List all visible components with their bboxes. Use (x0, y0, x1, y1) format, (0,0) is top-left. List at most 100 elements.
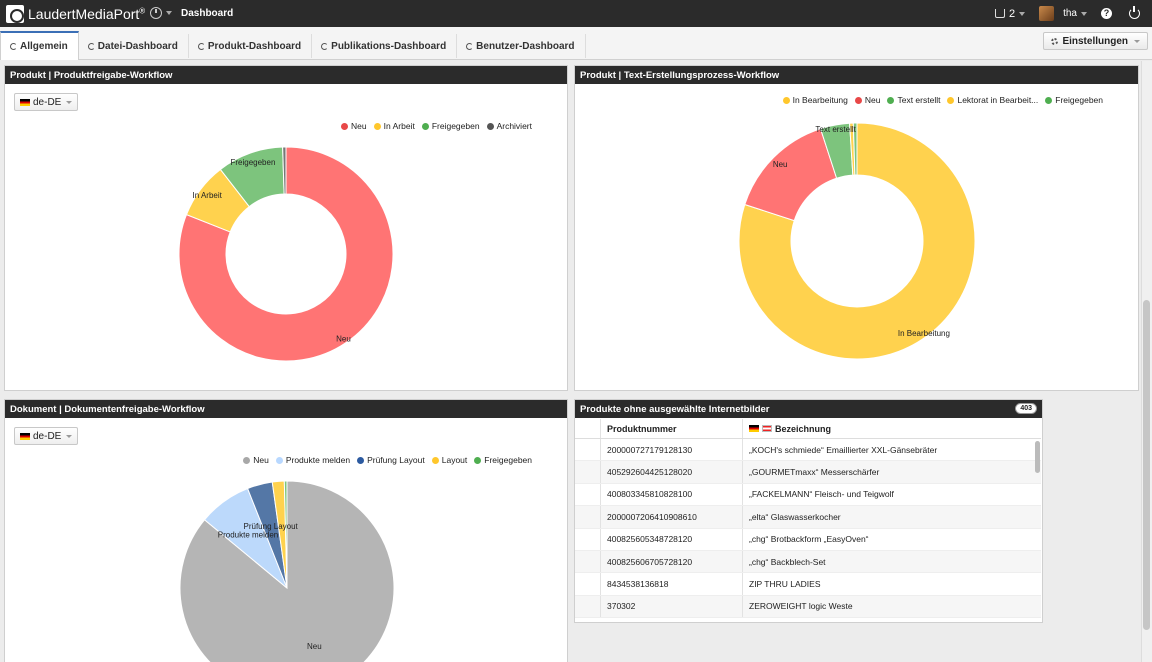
flag-de-icon (20, 432, 30, 440)
legend-item[interactable]: Archiviert (486, 121, 532, 131)
legend-item[interactable]: Lektorat in Bearbeit... (947, 95, 1038, 105)
legend-dot (947, 96, 955, 104)
legend-dot (854, 96, 862, 104)
tray-icon (994, 9, 1005, 18)
logo[interactable]: LaudertMediaPort® (6, 4, 145, 23)
language-select[interactable]: de-DE (14, 93, 79, 111)
refresh-icon (321, 42, 329, 50)
panel-title-text: Produkte ohne ausgewählte Internetbilder (580, 404, 770, 415)
cell-produktnummer: 400803345810828100 (600, 483, 743, 506)
page-title: Dashboard (181, 8, 234, 19)
language-select[interactable]: de-DE (14, 427, 79, 445)
tab-datei-dashboard[interactable]: Datei-Dashboard (79, 34, 189, 58)
legend-label: Prüfung Layout (367, 455, 425, 465)
column-header-produktnummer[interactable]: Produktnummer (600, 419, 743, 438)
legend-label: Layout (441, 455, 468, 465)
settings-button[interactable]: Einstellungen (1043, 32, 1148, 50)
table-row[interactable]: 370302 ZEROWEIGHT logic Weste (575, 595, 1041, 619)
legend-item[interactable]: Freigegeben (1045, 95, 1103, 105)
slice-label: In Arbeit (193, 191, 223, 200)
cell-produktnummer: 2000007206410908610 (600, 506, 743, 528)
legend-item[interactable]: Neu (854, 95, 880, 105)
legend-item[interactable]: Freigegeben (474, 455, 532, 465)
legend-dot (243, 456, 251, 464)
legend-item[interactable]: Produkte melden (275, 455, 350, 465)
legend-item[interactable]: Text erstellt (887, 95, 940, 105)
tab-produkt-dashboard[interactable]: Produkt-Dashboard (189, 34, 313, 58)
legend-item[interactable]: Freigegeben (421, 121, 480, 131)
panel-title: Dokument | Dokumentenfreigabe-Workflow (5, 400, 567, 418)
table-row[interactable]: 400825605348728120 „chg“ Brotbackform „Ea… (575, 528, 1041, 551)
slice-neu[interactable] (744, 128, 838, 222)
legend-item[interactable]: In Bearbeitung (782, 95, 848, 105)
panel-produktfreigabe: Produkt | Produktfreigabe-Workflow de-DE… (4, 65, 568, 391)
flag-de-icon (749, 425, 759, 432)
legend-label: Lektorat in Bearbeit... (957, 95, 1039, 105)
tab-publikations-dashboard[interactable]: Publikations-Dashboard (312, 34, 458, 58)
language-label: de-DE (33, 96, 62, 108)
chevron-down-icon (66, 100, 73, 104)
cell-bezeichnung: „elta“ Glaswasserkocher (749, 511, 841, 522)
settings-label: Einstellungen (1062, 35, 1128, 47)
chevron-down-icon (66, 434, 73, 438)
legend-dot (275, 456, 283, 464)
tab-list: Allgemein Datei-Dashboard Produkt-Dashbo… (0, 31, 586, 60)
logo-icon (6, 4, 24, 23)
panel-title: Produkt | Text-Erstellungsprozess-Workfl… (575, 66, 1138, 84)
legend-dot (782, 96, 790, 104)
legend-item[interactable]: Prüfung Layout (357, 455, 425, 465)
tab-bar: Allgemein Datei-Dashboard Produkt-Dashbo… (0, 27, 1152, 60)
legend-label: In Arbeit (383, 121, 415, 131)
legend-dot (486, 122, 494, 130)
chart-legend: Neu In Arbeit Freigegeben Archiviert (341, 121, 532, 131)
notification-count: 2 (1008, 7, 1016, 20)
slice-freigegeben[interactable] (852, 122, 858, 176)
cell-bezeichnung: „chg“ Brotbackform „EasyOven“ (749, 534, 869, 545)
page-scrollbar-thumb[interactable] (1143, 300, 1150, 630)
table-header: Produktnummer Bezeichnung (575, 419, 1041, 439)
slice-freigegeben[interactable] (283, 480, 288, 589)
refresh-icon (466, 42, 474, 50)
slice-label: Neu (336, 335, 351, 344)
tab-label: Produkt-Dashboard (207, 40, 302, 52)
legend-item[interactable]: Neu (243, 455, 269, 465)
clock-icon[interactable] (150, 7, 162, 19)
flag-at-icon (762, 425, 772, 432)
table-row[interactable]: 200000727179128130 „KOCH's schmiede“ Emai… (575, 439, 1041, 462)
cell-produktnummer: 400825606705728120 (600, 550, 743, 573)
slice-label: Text erstellt (815, 125, 856, 134)
tab-benutzer-dashboard[interactable]: Benutzer-Dashboard (457, 34, 586, 58)
panel-text-erstellung: Produkt | Text-Erstellungsprozess-Workfl… (574, 65, 1139, 391)
donut-chart: In Bearbeitung Neu Text erstellt (738, 122, 976, 360)
table-row[interactable]: 400825606705728120 „chg“ Backblech-Set (575, 550, 1041, 574)
help-icon[interactable]: ? (1101, 8, 1112, 19)
table-row[interactable]: 2000007206410908610 „elta“ Glaswasserkoch… (575, 506, 1041, 529)
slice-archiviert[interactable] (282, 146, 287, 195)
table-row[interactable]: 400803345810828100 „FACKELMANN“ Fleisch- … (575, 483, 1041, 507)
legend-item[interactable]: Neu (341, 121, 367, 131)
chevron-down-icon[interactable] (166, 11, 172, 15)
legend-label: Freigegeben (1055, 95, 1103, 105)
slice-in-bearbeitung[interactable] (738, 122, 976, 360)
tab-allgemein[interactable]: Allgemein (0, 31, 79, 60)
notifications-button[interactable]: 2 (994, 7, 1026, 20)
count-badge: 403 (1015, 403, 1037, 414)
legend-dot (474, 456, 482, 464)
table-row[interactable]: 8434538136818 ZIP THRU LADIES (575, 573, 1041, 596)
power-icon[interactable] (1129, 6, 1140, 19)
cell-bezeichnung: ZIP THRU LADIES (749, 579, 821, 590)
legend-label: Freigegeben (484, 455, 532, 465)
user-menu[interactable]: tha (1039, 6, 1087, 21)
table-scrollbar[interactable] (1035, 441, 1040, 473)
flag-de-icon (20, 98, 30, 106)
legend-item[interactable]: Layout (431, 455, 468, 465)
user-name: tha (1063, 8, 1077, 19)
refresh-icon (10, 43, 17, 50)
legend-dot (1045, 96, 1053, 104)
slice-neu[interactable] (178, 146, 394, 362)
legend-item[interactable]: In Arbeit (373, 121, 415, 131)
table-row[interactable]: 405292604425128020 „GOURMETmaxx“ Messersc… (575, 461, 1041, 484)
chevron-down-icon (1134, 39, 1140, 43)
column-header-bezeichnung[interactable]: Bezeichnung (743, 424, 831, 434)
legend-label: Archiviert (496, 121, 532, 131)
